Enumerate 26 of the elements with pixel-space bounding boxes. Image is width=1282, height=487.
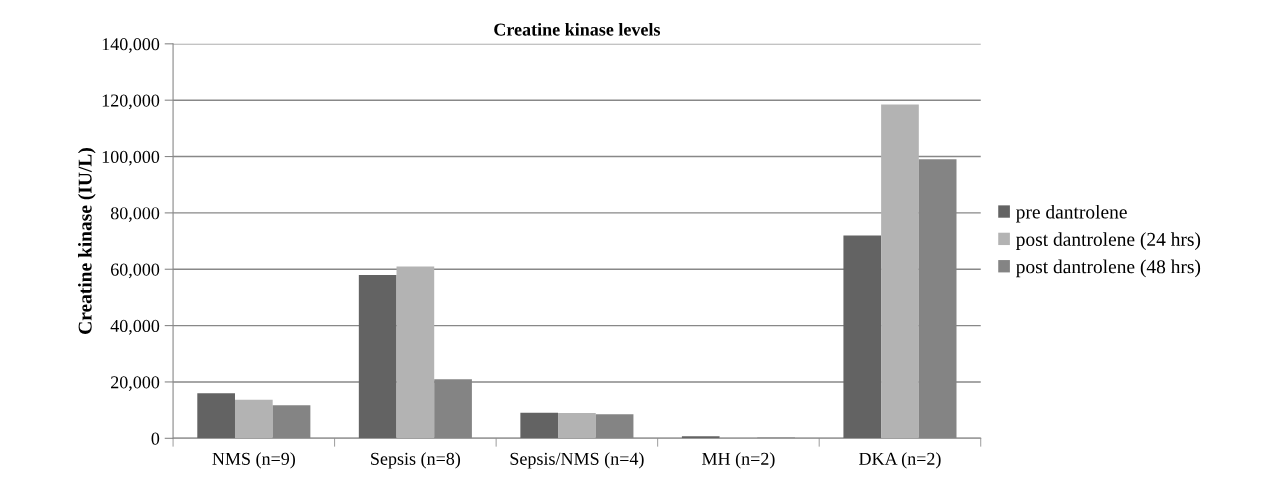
- bar: [520, 412, 559, 439]
- bar: [881, 104, 919, 439]
- y-tick-label: 60,000: [111, 263, 160, 279]
- bar: [358, 274, 397, 439]
- bar: [396, 266, 435, 439]
- legend-label: pre dantrolene: [1016, 204, 1127, 223]
- bar: [843, 235, 882, 439]
- x-tick-label: NMS (n=9): [212, 452, 295, 469]
- bar: [197, 393, 235, 439]
- y-axis-title: Creatine kinase (IU/L): [78, 148, 96, 334]
- y-tick-label: 40,000: [110, 319, 160, 335]
- x-tick-label: MH (n=2): [702, 452, 775, 469]
- chart-title: Creatine kinase levels: [494, 22, 661, 36]
- x-tick-label: Sepsis (n=8): [371, 452, 461, 469]
- y-tick-label: 80,000: [110, 207, 160, 222]
- y-tick-label: 140,000: [102, 38, 160, 53]
- legend-label: post dantrolene (24 hrs): [1016, 232, 1201, 250]
- y-tick-label: 120,000: [102, 94, 160, 110]
- y-tick-label: 0: [151, 432, 160, 445]
- x-tick-label: Sepsis/NMS (n=4): [510, 452, 644, 469]
- legend-label: post dantrolene (48 hrs): [1016, 259, 1201, 278]
- x-tick-label: DKA (n=2): [859, 452, 941, 469]
- bar: [558, 412, 596, 439]
- bar: [234, 399, 273, 439]
- y-tick-label: 20,000: [111, 376, 160, 391]
- y-tick-label: 100,000: [102, 150, 160, 166]
